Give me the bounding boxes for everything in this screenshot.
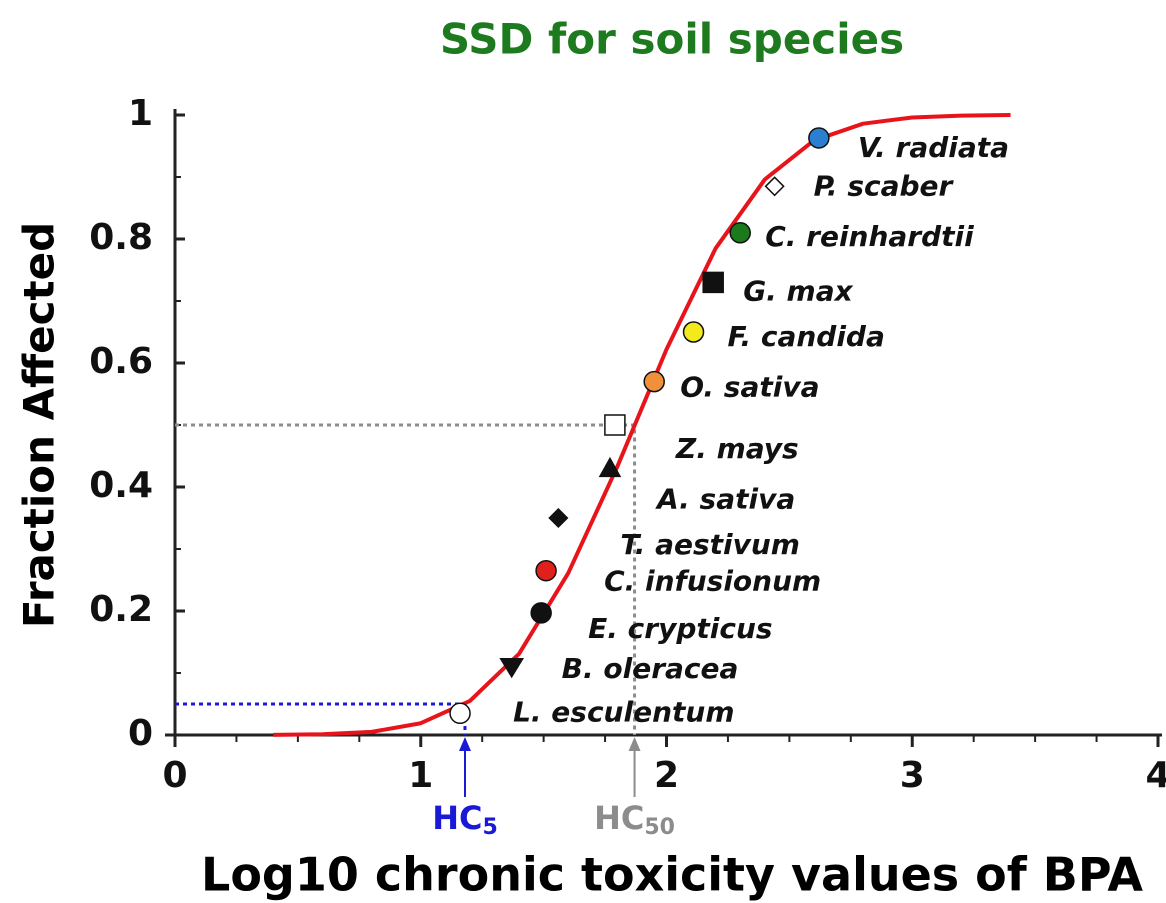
point-label: C. infusionum — [604, 565, 821, 598]
y-tick-label: 0.8 — [89, 217, 153, 258]
y-tick-label: 0.4 — [89, 465, 153, 506]
point — [450, 703, 470, 723]
point — [605, 415, 625, 435]
point — [730, 223, 750, 243]
point-label: P. scaber — [814, 169, 955, 202]
point-label: O. sativa — [680, 371, 819, 404]
annotation-subscript: 5 — [482, 815, 497, 840]
arrow-head — [629, 737, 641, 751]
reference-line — [175, 704, 465, 735]
point-label: V. radiata — [858, 131, 1009, 164]
chart-title: SSD for soil species — [440, 15, 904, 64]
point-label: Z. mays — [675, 432, 799, 465]
annotation-subscript: 50 — [644, 815, 675, 840]
point — [766, 177, 784, 195]
x-tick-label: 4 — [1145, 755, 1166, 796]
point — [531, 603, 551, 623]
point-label: T. aestivum — [620, 528, 800, 561]
point — [684, 322, 704, 342]
point — [809, 128, 829, 148]
x-tick-label: 2 — [654, 755, 679, 796]
point-label: E. crypticus — [588, 612, 772, 645]
point — [703, 272, 723, 292]
point-label: C. reinhardtii — [765, 220, 974, 253]
point — [549, 509, 567, 527]
x-axis-label: Log10 chronic toxicity values of BPA — [201, 848, 1143, 902]
point-label: G. max — [743, 274, 853, 307]
annotation-text: HC — [594, 799, 644, 837]
x-tick-label: 1 — [408, 755, 433, 796]
x-tick-label: 0 — [162, 755, 187, 796]
y-tick-label: 1 — [128, 93, 153, 134]
y-tick-label: 0.2 — [89, 589, 153, 630]
point-label: F. candida — [728, 320, 885, 353]
point-label: L. esculentum — [513, 695, 734, 728]
annotation: HC5 — [432, 799, 498, 840]
y-tick-label: 0.6 — [89, 341, 153, 382]
annotation-text: HC — [432, 799, 482, 837]
point — [536, 561, 556, 581]
point — [644, 372, 664, 392]
arrow-head — [459, 737, 471, 751]
x-tick-label: 3 — [900, 755, 925, 796]
point-label: B. oleracea — [562, 652, 739, 685]
point-label: A. sativa — [655, 482, 795, 515]
chart: SSD for soil species Fraction Affected L… — [0, 0, 1166, 903]
y-tick-label: 0 — [128, 713, 153, 754]
y-axis-label: Fraction Affected — [15, 222, 64, 628]
annotation: HC50 — [594, 799, 675, 840]
